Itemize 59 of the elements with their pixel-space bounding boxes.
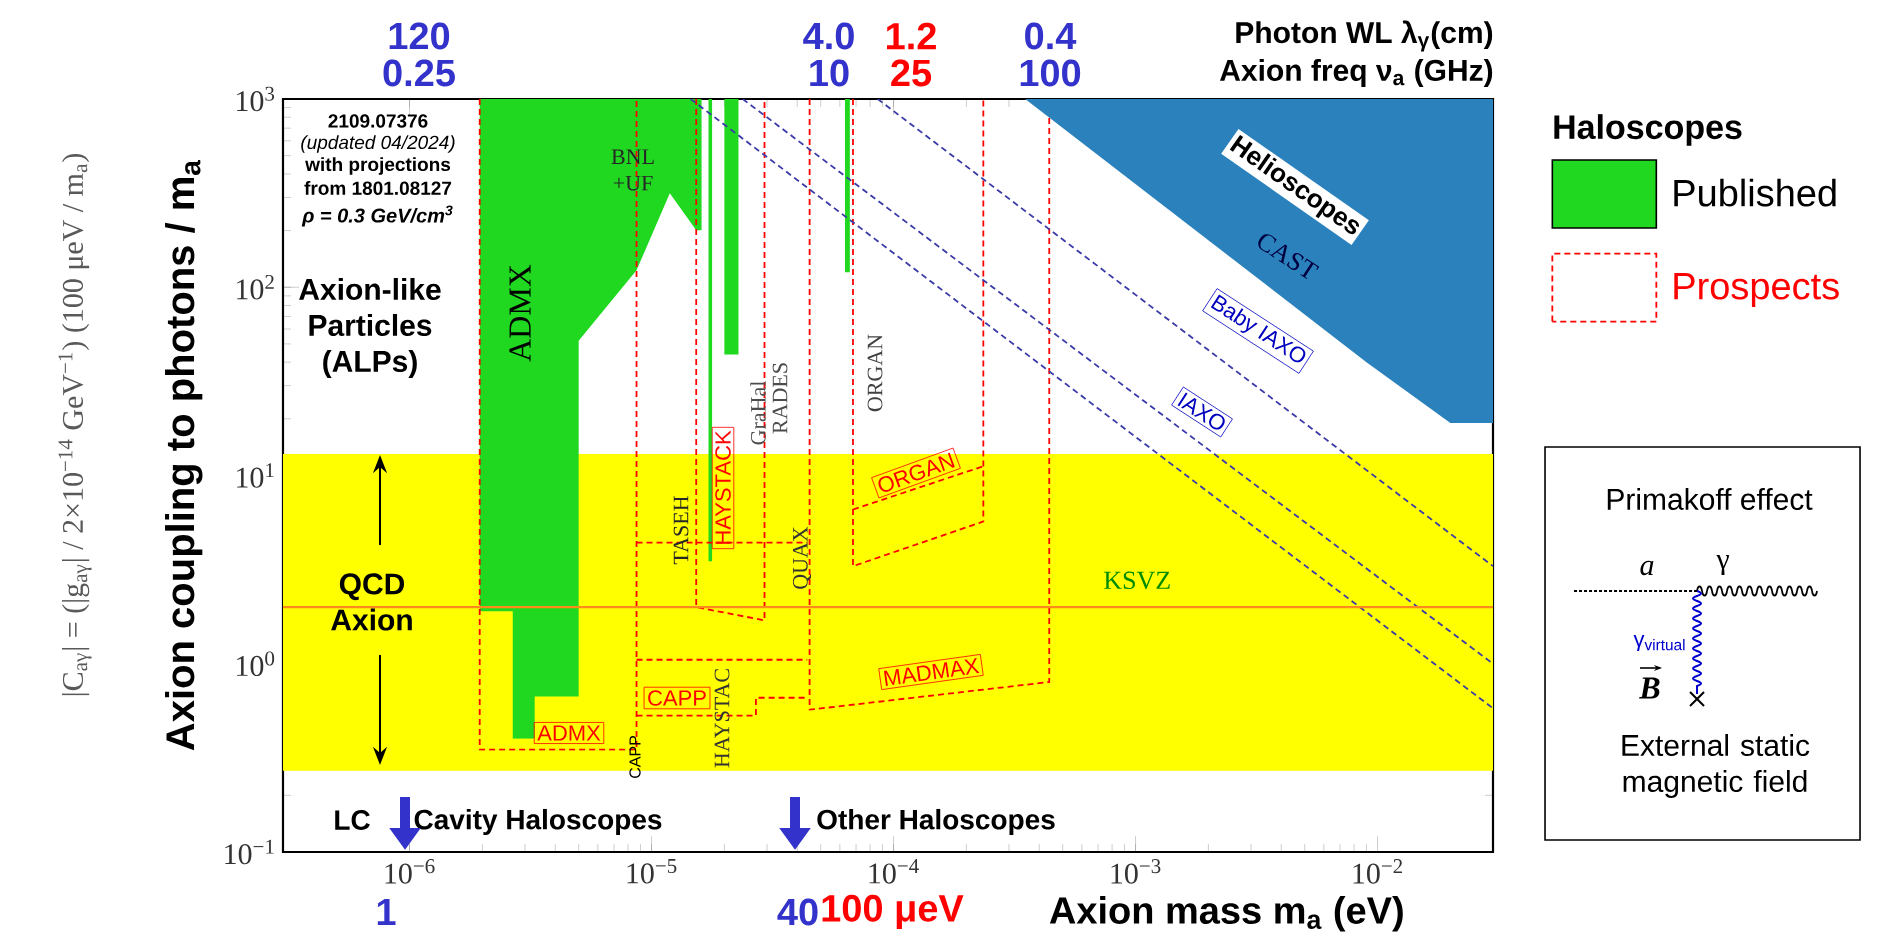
annotation: BNL +UF [611,149,654,191]
y-tick-label: 10$^{0}$ [237,651,275,677]
annotation: GraHal [750,381,766,445]
text: γ$_{virtual}$ [1633,634,1685,652]
y-tick-label: 10$^{−1}$ [225,839,274,865]
text: 40 [777,898,818,926]
annotation: (updated 04/2024) [301,135,455,153]
annotation: Other Haloscopes [817,808,1055,836]
text: External static magnetic field [1622,734,1810,798]
annotation: ADMX [537,725,601,741]
y-tick-label: 10$^{1}$ [237,463,274,488]
annotation: Axion-like Particles (ALPs) [299,278,441,378]
x-tick-label: 10$^{−3}$ [1111,859,1161,884]
legend-label: Published [1674,178,1836,207]
x-tick-label: 10$^{−6}$ [385,859,435,884]
y-tick-label: 10$^{2}$ [237,274,274,300]
text: 0.25 [383,59,455,87]
text: |C$_{aγ}$| = (|g$_{aγ}$| / 2×10$^{−14}$ GeV$^{−1}$) (100 μeV / m$_{a}$) [58,153,92,696]
annotation: RADES [772,363,788,434]
text: Primakoff effect [1607,487,1813,510]
text: 120 [389,22,450,50]
text: 1.2 [886,22,936,50]
x-tick-label: 10$^{−5}$ [627,859,677,884]
annotation: HAYSTAC [714,669,730,768]
annotation: 2109.07376 [328,114,428,128]
text: 0.4 [1025,22,1077,50]
annotation: HAYSTACK [715,430,731,544]
legend-label: Prospects [1674,273,1839,308]
text: γ [1716,554,1729,576]
annotation: Cavity Haloscopes [414,808,662,836]
x-tick-label: 10$^{−4}$ [869,859,919,884]
text: 100 [1020,59,1081,87]
annotation: ADMX [509,264,531,362]
text: 100 μeV [822,894,964,930]
annotation: ORGAN [867,334,883,412]
annotation: from 1801.08127 [304,181,452,195]
text: Photon WL λ$_{γ}$(cm) [1236,20,1493,52]
ref-line-label: KSVZ [1104,571,1170,590]
x-axis-title: Axion mass m$_{a}$ (eV) [1049,896,1403,932]
annotation: QCD Axion [331,573,412,631]
legend-title: Haloscopes [1554,114,1742,146]
annotation: QUAX [792,526,812,589]
annotation: LC [335,810,370,830]
text: 25 [891,59,932,87]
annotation: CAPP [629,736,641,778]
x-tick-label: 10$^{−2}$ [1353,859,1403,884]
annotation: with projections [305,157,451,175]
annotation: MADMAX [883,657,980,686]
y-tick-label: 10$^{3}$ [237,86,275,112]
text: a [1640,560,1654,576]
text: 4.0 [803,22,854,50]
text: 10 [810,59,849,87]
text: Axion freq ν$_{a}$ (GHz) [1220,59,1493,87]
annotation: ρ = 0.3 GeV/cm$^{3}$ [301,205,453,227]
annotation: CAPP [648,690,706,706]
text: 1 [377,898,396,926]
annotation: TASEH [673,496,689,565]
text: B [1639,677,1660,699]
y-axis-title: Axion coupling to photons / m$_{a}$ [165,159,203,751]
